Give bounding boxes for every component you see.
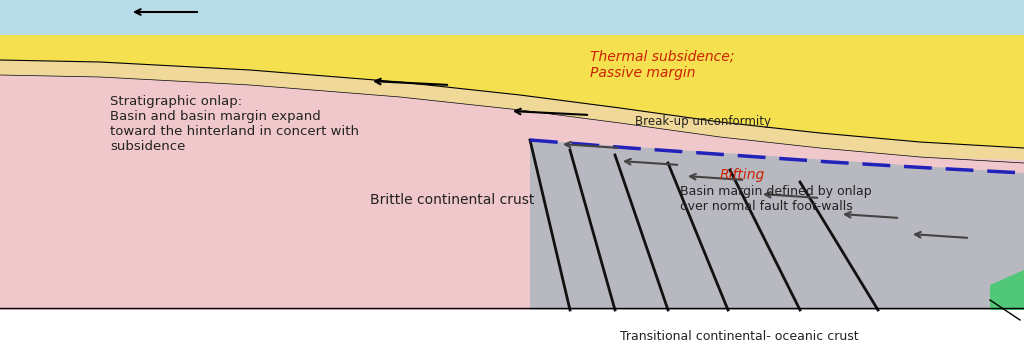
Polygon shape [530,140,1024,310]
Text: Thermal subsidence;
Passive margin: Thermal subsidence; Passive margin [590,50,734,80]
Polygon shape [0,60,1024,163]
Text: Brittle continental crust: Brittle continental crust [370,193,535,207]
Polygon shape [0,35,1024,148]
Text: Rifting: Rifting [720,168,765,182]
Polygon shape [530,140,1024,310]
Text: Basin margin defined by onlap
over normal fault foot-walls: Basin margin defined by onlap over norma… [680,185,871,213]
Polygon shape [990,270,1024,310]
Polygon shape [0,0,1024,35]
Text: Break-up unconformity: Break-up unconformity [635,115,771,128]
Text: Transitional continental- oceanic crust: Transitional continental- oceanic crust [620,330,859,343]
Text: Stratigraphic onlap:
Basin and basin margin expand
toward the hinterland in conc: Stratigraphic onlap: Basin and basin mar… [110,95,359,153]
Polygon shape [0,75,1024,310]
